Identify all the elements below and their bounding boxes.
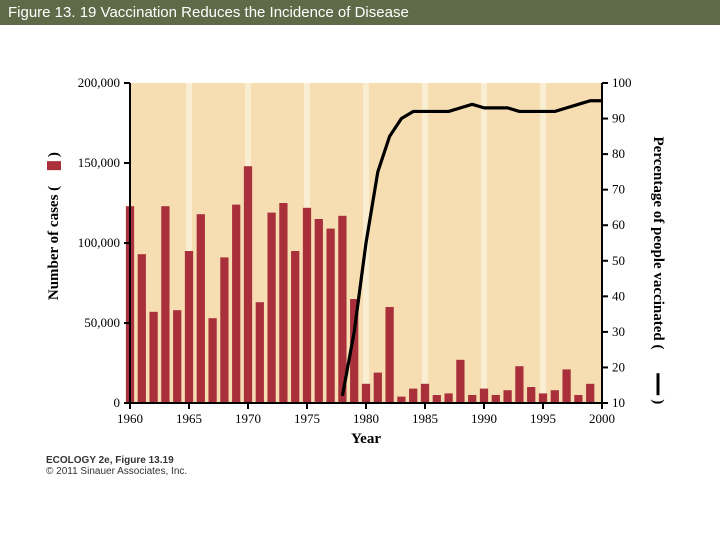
- x-tick-label: 1990: [471, 411, 497, 426]
- bar: [138, 254, 146, 403]
- citation-block: ECOLOGY 2e, Figure 13.19 © 2011 Sinauer …: [46, 455, 187, 477]
- bar: [468, 395, 476, 403]
- y-right-label-group: Percentage of people vaccinated (): [650, 137, 666, 405]
- bar: [480, 389, 488, 403]
- bar: [515, 366, 523, 403]
- x-tick-label: 1965: [176, 411, 202, 426]
- y-right-tick-label: 60: [612, 217, 625, 232]
- bar: [315, 219, 323, 403]
- bar: [586, 384, 594, 403]
- citation-source: ECOLOGY 2e, Figure 13.19: [46, 455, 187, 466]
- y-left-tick-label: 50,000: [84, 315, 120, 330]
- figure-title: Figure 13. 19 Vaccination Reduces the In…: [8, 4, 409, 21]
- bar: [173, 310, 181, 403]
- y-left-label-group: Number of cases (): [46, 152, 62, 300]
- x-tick-label: 1960: [117, 411, 143, 426]
- x-tick-label: 1970: [235, 411, 261, 426]
- citation-copyright: © 2011 Sinauer Associates, Inc.: [46, 466, 187, 477]
- bar: [444, 393, 452, 403]
- y-left-axis-label: Number of cases (: [46, 186, 62, 300]
- bar: [409, 389, 417, 403]
- bar: [456, 360, 464, 403]
- bar: [527, 387, 535, 403]
- y-right-tick-label: 70: [612, 182, 625, 197]
- x-tick-label: 1980: [353, 411, 379, 426]
- y-right-tick-label: 10: [612, 395, 625, 410]
- y-left-tick-label: 0: [114, 395, 121, 410]
- bar-legend-icon: [47, 161, 61, 170]
- y-right-tick-label: 80: [612, 146, 625, 161]
- bar: [326, 229, 334, 403]
- bar: [256, 302, 264, 403]
- y-right-tick-label: 100: [612, 75, 632, 90]
- x-tick-label: 2000: [589, 411, 615, 426]
- bar: [385, 307, 393, 403]
- x-tick-label: 1975: [294, 411, 320, 426]
- bar: [267, 213, 275, 403]
- y-left-tick-label: 150,000: [78, 155, 120, 170]
- vaccination-chart: 0 50,000 100,000 150,000 200,000 10 20 30 40 50 60…: [40, 65, 680, 465]
- bar: [220, 257, 228, 403]
- bar: [232, 205, 240, 403]
- y-left-tick-label: 100,000: [78, 235, 120, 250]
- y-left-axis-label-close: ): [46, 152, 62, 157]
- x-tick-label: 1985: [412, 411, 438, 426]
- bar: [149, 312, 157, 403]
- chart-container: 0 50,000 100,000 150,000 200,000 10 20 30 40 50 60…: [40, 65, 680, 470]
- bar: [244, 166, 252, 403]
- x-tick-label: 1995: [530, 411, 556, 426]
- y-left-tick-label: 200,000: [78, 75, 120, 90]
- bar: [279, 203, 287, 403]
- bar: [362, 384, 370, 403]
- bar: [303, 208, 311, 403]
- bar: [539, 393, 547, 403]
- y-right-tick-label: 30: [612, 324, 625, 339]
- bar: [492, 395, 500, 403]
- figure-title-bar: Figure 13. 19 Vaccination Reduces the In…: [0, 0, 720, 25]
- x-axis-label: Year: [351, 431, 381, 447]
- y-right-tick-label: 40: [612, 288, 625, 303]
- bar: [291, 251, 299, 403]
- bar: [503, 390, 511, 403]
- bar: [197, 214, 205, 403]
- bar: [208, 318, 216, 403]
- bar: [574, 395, 582, 403]
- y-right-axis-label-close: ): [650, 399, 666, 404]
- bar: [562, 369, 570, 403]
- bar: [433, 395, 441, 403]
- y-right-tick-label: 20: [612, 359, 625, 374]
- bar: [421, 384, 429, 403]
- y-right-axis-label: Percentage of people vaccinated (: [650, 137, 666, 350]
- bar: [374, 373, 382, 403]
- y-right-tick-label: 90: [612, 111, 625, 126]
- bar: [551, 390, 559, 403]
- bar: [185, 251, 193, 403]
- y-right-tick-label: 50: [612, 253, 625, 268]
- bar: [161, 206, 169, 403]
